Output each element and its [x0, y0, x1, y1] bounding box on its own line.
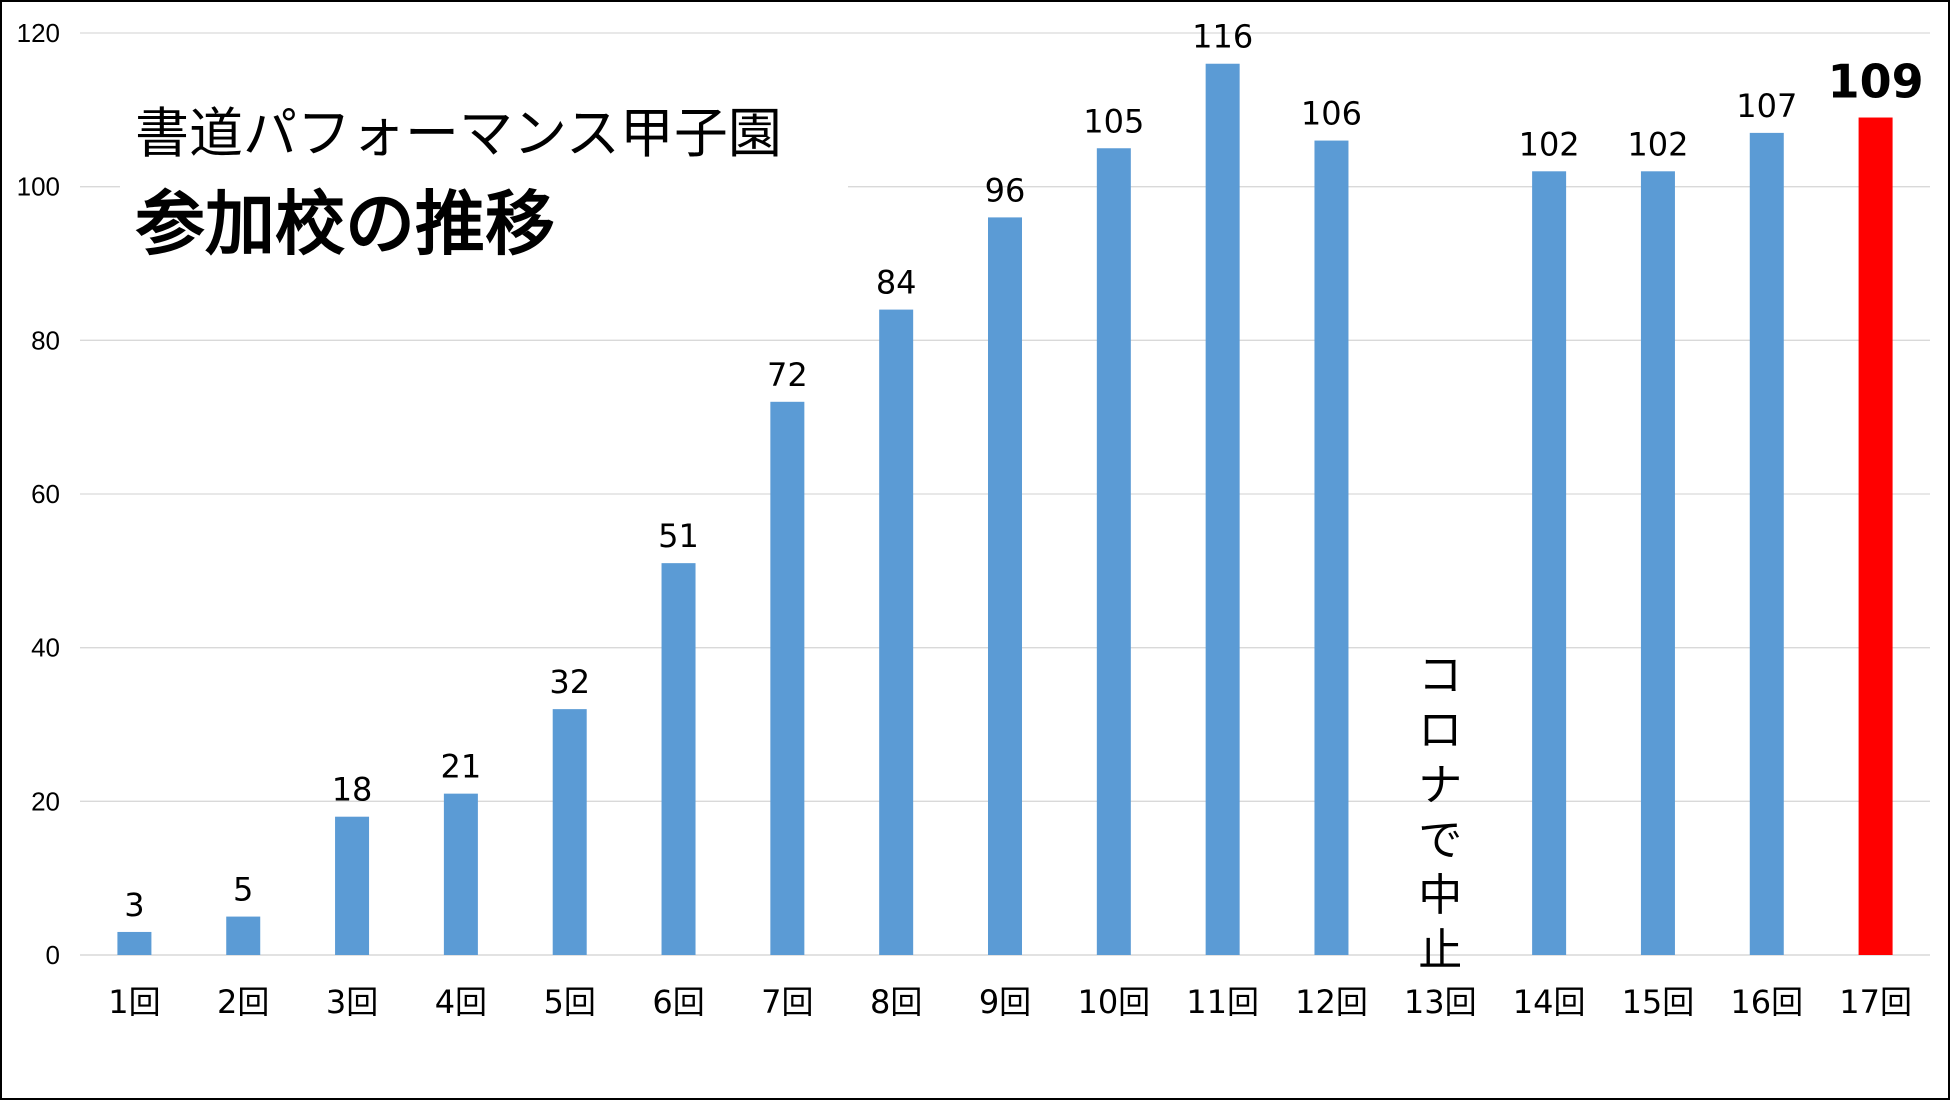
annotation-char: で: [1418, 815, 1462, 866]
annotation-char: ロ: [1418, 705, 1462, 756]
bar-5回: [552, 709, 587, 955]
x-tick-label: 10回: [1077, 983, 1150, 1021]
bar-17回: [1858, 117, 1893, 956]
bar-2回: [226, 916, 261, 955]
data-label: 21: [441, 748, 482, 786]
data-labels: 3 5 18 21 32 51 72 84 96 105 116 106 102 102 107 109: [124, 18, 1923, 924]
bar-16回: [1749, 132, 1784, 956]
x-tick-label: 7回: [761, 983, 813, 1021]
x-tick-label: 13回: [1404, 983, 1477, 1021]
chart-title: 書道パフォーマンス甲子園: [135, 102, 782, 165]
data-label: 107: [1736, 87, 1797, 125]
x-tick-label: 11回: [1186, 983, 1259, 1021]
bar-11回: [1205, 63, 1240, 955]
data-label: 72: [767, 356, 808, 394]
bar-3回: [335, 816, 370, 955]
x-axis-ticks: 1回 2回 3回 4回 5回 6回 7回 8回 9回 10回 11回 12回 13回 14回 15回 16回 1…: [108, 983, 1912, 1021]
bar-10回: [1096, 148, 1131, 955]
bar-9回: [988, 217, 1022, 955]
y-tick-label: 120: [17, 18, 60, 48]
bar-12回: [1314, 140, 1349, 956]
x-tick-label: 14回: [1513, 983, 1586, 1021]
y-tick-label: 40: [31, 633, 60, 663]
y-axis-ticks: 0 20 40 60 80 100 120: [17, 18, 60, 970]
x-tick-label: 16回: [1730, 983, 1803, 1021]
x-tick-label: 15回: [1622, 983, 1695, 1021]
data-label: 106: [1301, 95, 1362, 133]
y-tick-label: 0: [46, 940, 60, 970]
chart-subtitle: 参加校の推移: [135, 183, 555, 265]
annotation-char: 止: [1418, 925, 1462, 976]
bar-1回: [117, 931, 152, 955]
x-tick-label: 12回: [1295, 983, 1368, 1021]
data-label: 116: [1192, 18, 1253, 56]
data-label: 51: [658, 517, 699, 555]
data-label: 102: [1627, 125, 1688, 163]
x-tick-label: 9回: [979, 983, 1031, 1021]
data-label: 3: [124, 886, 144, 924]
annotation-char: 中: [1418, 870, 1462, 921]
data-label: 96: [985, 171, 1026, 209]
y-tick-label: 100: [17, 172, 60, 202]
y-tick-label: 20: [31, 786, 60, 816]
bar-15回: [1640, 171, 1675, 956]
bar-14回: [1532, 171, 1567, 956]
x-tick-label: 8回: [870, 983, 922, 1021]
chart-title-block: 書道パフォーマンス甲子園 参加校の推移: [120, 95, 848, 270]
data-label: 109: [1828, 55, 1924, 109]
data-label: 84: [876, 264, 917, 302]
bar-4回: [443, 793, 478, 955]
data-label: 105: [1083, 102, 1144, 140]
bar-7回: [770, 401, 805, 955]
data-label: 32: [549, 663, 590, 701]
data-label: 102: [1519, 125, 1580, 163]
bar-6回: [661, 563, 696, 955]
bars: [117, 63, 1893, 956]
x-tick-label: 2回: [217, 983, 269, 1021]
data-label: 5: [233, 871, 253, 909]
x-tick-label: 17回: [1839, 983, 1912, 1021]
data-label: 18: [332, 771, 373, 809]
bar-8回: [879, 309, 914, 956]
x-tick-label: 5回: [544, 983, 596, 1021]
x-tick-label: 3回: [326, 983, 378, 1021]
x-tick-label: 4回: [435, 983, 487, 1021]
title-background: [120, 95, 848, 270]
x-tick-label: 6回: [652, 983, 704, 1021]
annotation-char: コ: [1418, 650, 1462, 701]
x-tick-label: 1回: [108, 983, 160, 1021]
y-tick-label: 80: [31, 325, 60, 355]
annotation-char: ナ: [1418, 760, 1462, 811]
y-tick-label: 60: [31, 479, 60, 509]
